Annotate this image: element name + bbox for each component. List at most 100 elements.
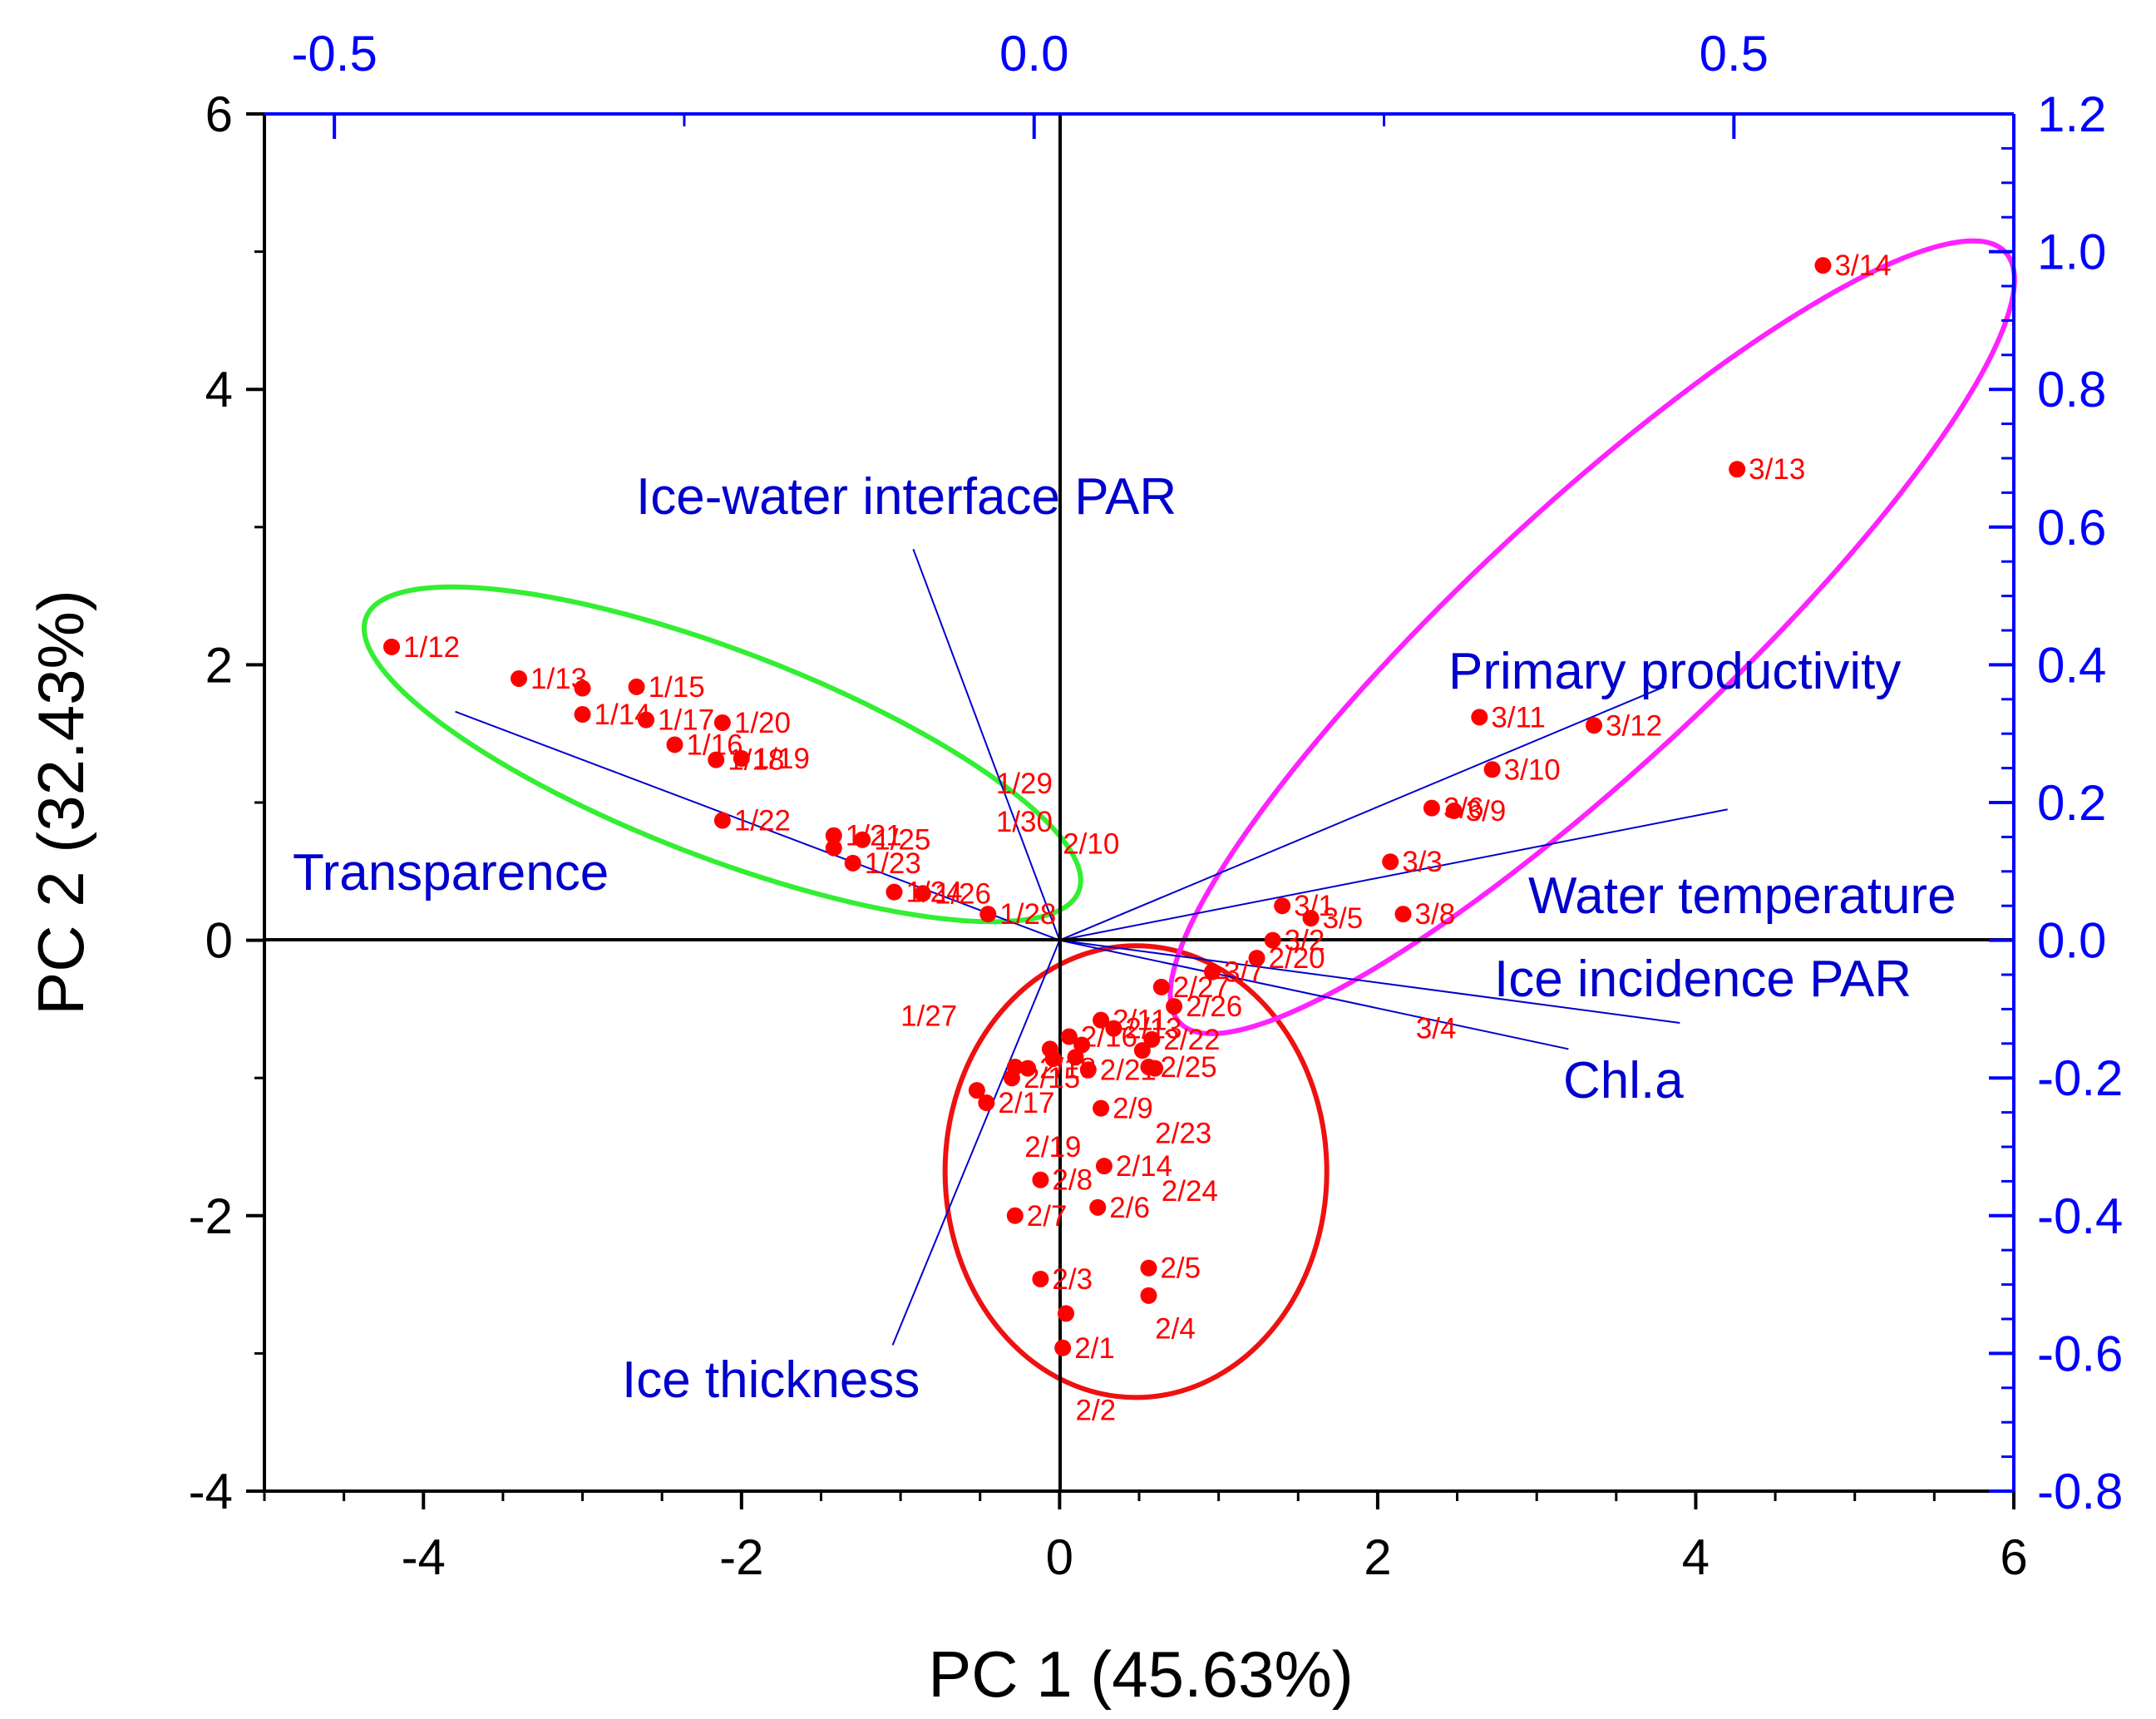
- data-point: [979, 906, 997, 923]
- loading-vector-transparence: [455, 710, 1060, 941]
- score-labels: 1/12 1/131/141/151/171/161/18 1/20 1/19 1/22…: [403, 249, 1892, 1426]
- data-point-label: 1/16: [686, 729, 743, 761]
- x-tick-label: 6: [2000, 1529, 2027, 1585]
- data-point-label: 2/14: [1116, 1150, 1172, 1183]
- data-point-label: 1/29: [996, 768, 1053, 800]
- scores: [383, 257, 1832, 1356]
- data-point-label: 2/4: [1155, 1313, 1196, 1346]
- data-point-label: 1/13: [530, 663, 587, 695]
- data-point: [1143, 1030, 1161, 1048]
- data-point-label: 2/9: [1113, 1093, 1153, 1125]
- data-point: [1394, 906, 1412, 923]
- data-point-label: 3/2: [1285, 925, 1325, 957]
- data-point-label: 2/10: [1063, 828, 1119, 861]
- data-point: [1093, 1099, 1110, 1117]
- data-point-label: 3/4: [1416, 1013, 1457, 1045]
- y2-tick-label: 0.4: [2037, 637, 2106, 693]
- data-point: [1152, 978, 1170, 995]
- data-point-label: 1/25: [874, 824, 930, 857]
- data-point: [978, 1094, 995, 1112]
- y2-tick-label: 0.0: [2037, 913, 2106, 969]
- data-point: [1032, 1171, 1049, 1188]
- data-point: [1019, 1060, 1037, 1077]
- data-point: [854, 831, 871, 848]
- data-point: [1003, 1069, 1020, 1087]
- data-point: [1147, 1060, 1164, 1077]
- y2-tick-label: -0.6: [2037, 1326, 2123, 1381]
- loading-vector-primary-productivity: [1058, 685, 1665, 941]
- data-point: [1423, 799, 1440, 817]
- y2-tick-label: 1.2: [2037, 86, 2106, 142]
- y2-tick-label: 0.2: [2037, 775, 2106, 831]
- data-point: [1445, 802, 1463, 819]
- y2-tick-label: -0.8: [2037, 1464, 2123, 1519]
- data-point: [1006, 1207, 1024, 1224]
- data-point-label: 3/13: [1749, 453, 1805, 486]
- x-tick-label: -4: [402, 1529, 446, 1585]
- x2-tick-label: -0.5: [291, 26, 377, 82]
- y2-tick-label: 0.8: [2037, 362, 2106, 417]
- data-point-label: 3/7: [1224, 956, 1265, 989]
- loading-label-chl-a: Chl.a: [1563, 1052, 1684, 1109]
- data-point: [1274, 897, 1291, 915]
- data-point-label: 2/23: [1155, 1117, 1211, 1149]
- data-point: [1032, 1270, 1049, 1287]
- data-point: [844, 854, 861, 872]
- data-point: [1067, 1049, 1084, 1066]
- data-point-label: 1/19: [753, 743, 810, 775]
- data-point-label: 2/2: [1075, 1394, 1116, 1426]
- data-point: [1586, 717, 1603, 734]
- loading-vector-ice-thickness: [891, 940, 1061, 1346]
- axes-ticks: -4 -2 0 2 4 6 -4 -2 0 2 4 6 -0.5 0.0 0.5 -0.8 -0.6 -0.4 -0…: [189, 26, 2124, 1585]
- loading-label-ice-water-interface-par: Ice-water interface PAR: [636, 468, 1177, 526]
- y-tick-label: -4: [189, 1464, 233, 1519]
- loading-label-primary-productivity: Primary productivity: [1448, 643, 1901, 700]
- data-point-label: 2/3: [1052, 1263, 1093, 1296]
- data-point-label: 1/26: [935, 877, 991, 910]
- data-point-label: 1/30: [996, 806, 1053, 838]
- data-point-label: 1/23: [865, 847, 921, 880]
- loading-label-ice-incidence-par: Ice incidence PAR: [1494, 951, 1912, 1008]
- x-tick-label: 2: [1364, 1529, 1391, 1585]
- data-point: [1140, 1287, 1157, 1304]
- data-point-label: 2/17: [998, 1087, 1054, 1119]
- data-point: [666, 736, 683, 753]
- data-point: [733, 750, 750, 768]
- data-point-label: 2/5: [1160, 1252, 1201, 1285]
- data-point: [1060, 1028, 1078, 1045]
- loading-label-transparence: Transparence: [293, 844, 609, 901]
- x-tick-label: -2: [719, 1529, 763, 1585]
- data-point: [968, 1082, 985, 1099]
- ellipse-january: [361, 584, 1083, 925]
- data-point-label: 3/12: [1606, 709, 1662, 742]
- data-point: [1471, 709, 1488, 726]
- y-tick-label: 0: [205, 913, 233, 969]
- data-point-label: 2/19: [1024, 1131, 1081, 1163]
- data-point: [574, 679, 591, 697]
- data-point: [1095, 1158, 1113, 1175]
- data-point-label: 2/22: [1163, 1024, 1220, 1056]
- y-tick-label: 4: [205, 362, 233, 417]
- data-point: [1814, 257, 1832, 274]
- x-tick-label: 0: [1046, 1529, 1073, 1585]
- data-point-label: 2/21: [1100, 1054, 1157, 1086]
- x-axis-title: PC 1 (45.63%): [928, 1637, 1354, 1711]
- data-point: [1382, 853, 1399, 871]
- y-tick-label: 6: [205, 86, 233, 142]
- data-point: [1079, 1061, 1097, 1079]
- data-point: [825, 839, 842, 857]
- data-point: [511, 669, 528, 687]
- loading-label-water-temperature: Water temperature: [1528, 867, 1956, 925]
- data-point: [713, 812, 731, 829]
- data-point-label: 3/10: [1504, 753, 1561, 786]
- data-point: [1248, 950, 1265, 967]
- data-point-label: 2/11: [1113, 1005, 1167, 1037]
- data-point-label: 1/12: [403, 631, 460, 664]
- data-point-label: 3/6: [1443, 793, 1484, 825]
- data-point-label: 2/6: [1109, 1192, 1150, 1224]
- data-point-label: 1/17: [658, 704, 714, 737]
- data-point: [1729, 461, 1746, 478]
- loading-vector-chl-a: [1059, 939, 1569, 1050]
- data-point-label: 2/26: [1186, 990, 1242, 1023]
